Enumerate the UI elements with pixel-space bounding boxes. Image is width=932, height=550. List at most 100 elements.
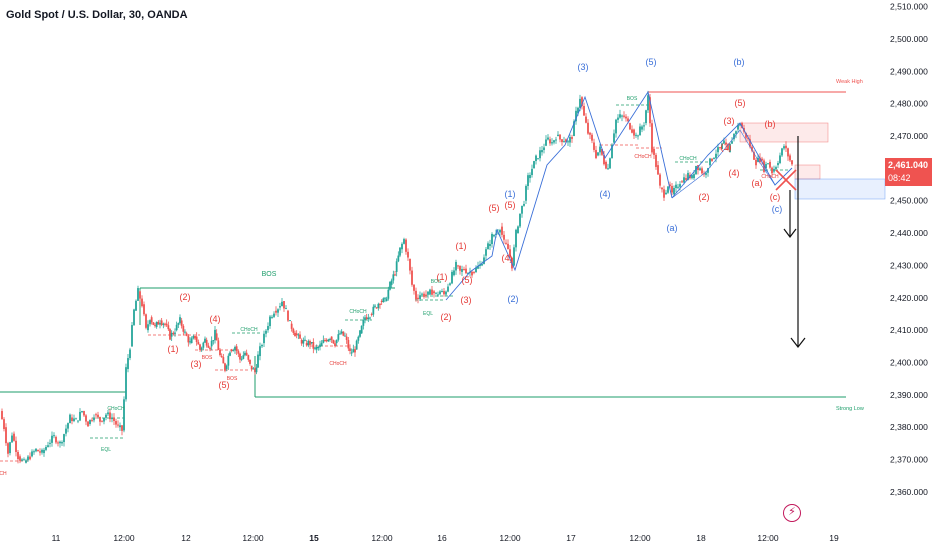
candle-body	[439, 291, 441, 295]
candle-body	[204, 338, 206, 343]
candle-body	[617, 117, 619, 120]
x-tick-label: 16	[437, 533, 447, 543]
choch-label: CHoCH	[761, 174, 779, 180]
candle-body	[727, 144, 729, 150]
weak-high-label: Weak High	[836, 79, 863, 85]
choch-label: CHoCH	[634, 154, 652, 160]
wave-label: (2)	[508, 294, 519, 304]
candle-body	[577, 107, 579, 114]
wave-label: (3)	[461, 295, 472, 305]
candle-body	[655, 154, 657, 167]
candle-body	[77, 420, 79, 422]
candle-body	[145, 314, 147, 328]
candle-body	[461, 269, 463, 272]
wave-label: (4)	[600, 189, 611, 199]
y-tick-label: 2,370.000	[890, 455, 928, 465]
lightning-icon[interactable]: ⚡︎	[783, 504, 801, 522]
candle-body	[433, 291, 435, 294]
wave-label: (c)	[772, 204, 783, 214]
candle-body	[585, 116, 587, 123]
price-tag: 2,461.040 08:42	[885, 158, 932, 186]
candle-body	[149, 320, 151, 325]
x-axis: 11 12:00 12 12:00 15 12:00 16 12:00 17 12:00 18 12:…	[52, 533, 839, 543]
candle-body	[394, 274, 396, 276]
candle-body	[27, 456, 29, 461]
candle-body	[735, 131, 737, 134]
candle-body	[535, 155, 537, 162]
candle-body	[227, 355, 230, 366]
candle-body	[250, 365, 253, 370]
candle-body	[133, 309, 135, 326]
candle-body	[683, 177, 685, 183]
candle-body	[489, 244, 491, 247]
candle-body	[55, 436, 57, 443]
candle-body	[739, 124, 741, 126]
candle-body	[557, 134, 559, 137]
candle-body	[657, 165, 659, 175]
candle-body	[170, 332, 173, 337]
candle-body	[103, 417, 105, 422]
candle-body	[747, 137, 749, 139]
candle-body	[579, 98, 581, 108]
current-price: 2,461.040	[888, 160, 929, 170]
y-tick-label: 2,400.000	[890, 358, 928, 368]
x-tick-label: 19	[829, 533, 839, 543]
candle-body	[639, 126, 641, 136]
candle-body	[485, 249, 487, 256]
candle-body	[19, 456, 21, 461]
candle-body	[399, 247, 401, 256]
candle-body	[645, 110, 647, 124]
candle-body	[273, 313, 275, 317]
candle-body	[723, 140, 725, 144]
candle-body	[487, 243, 489, 250]
candle-body	[627, 118, 629, 122]
candle-body	[61, 442, 63, 444]
candle-body	[691, 175, 693, 179]
candle-body	[324, 339, 326, 341]
candle-body	[649, 97, 651, 124]
candle-body	[453, 270, 455, 276]
candle-body	[525, 186, 527, 201]
candle-body	[121, 425, 123, 431]
wave-label: (5)	[462, 275, 473, 285]
bos-label: BOS	[627, 96, 638, 102]
candle-body	[123, 399, 125, 431]
candle-body	[111, 417, 113, 420]
candle-body	[239, 353, 241, 360]
candle-body	[705, 172, 707, 175]
y-tick-label: 2,410.000	[890, 325, 928, 335]
wave-label: (c)	[770, 192, 781, 202]
candle-body	[529, 174, 531, 179]
candle-body	[309, 340, 311, 345]
candle-body	[385, 298, 388, 302]
candle-body	[545, 139, 547, 146]
wave-label: (5)	[735, 98, 746, 108]
candle-body	[165, 323, 168, 326]
candle-body	[633, 129, 635, 136]
x-tick-label: 18	[696, 533, 706, 543]
candle-body	[387, 289, 390, 299]
candle-body	[93, 417, 95, 421]
candle-body	[567, 141, 569, 143]
candle-body	[294, 332, 296, 337]
candle-body	[143, 304, 145, 315]
candle-body	[350, 352, 353, 354]
candle-body	[765, 164, 767, 169]
candle-body	[57, 442, 59, 444]
candle-body	[407, 251, 409, 258]
candle-body	[559, 134, 561, 140]
candle-body	[751, 146, 753, 151]
candle-body	[329, 338, 331, 340]
candle-body	[507, 243, 509, 250]
candle-body	[207, 345, 210, 348]
candle-body	[527, 175, 529, 187]
candle-body	[717, 147, 719, 153]
candle-body	[597, 152, 599, 156]
candle-body	[701, 168, 703, 174]
y-tick-label: 2,490.000	[890, 66, 928, 76]
candle-body	[97, 414, 99, 418]
wave-label: (1)	[456, 241, 467, 251]
candle-body	[417, 297, 419, 300]
candle-body	[380, 301, 383, 303]
